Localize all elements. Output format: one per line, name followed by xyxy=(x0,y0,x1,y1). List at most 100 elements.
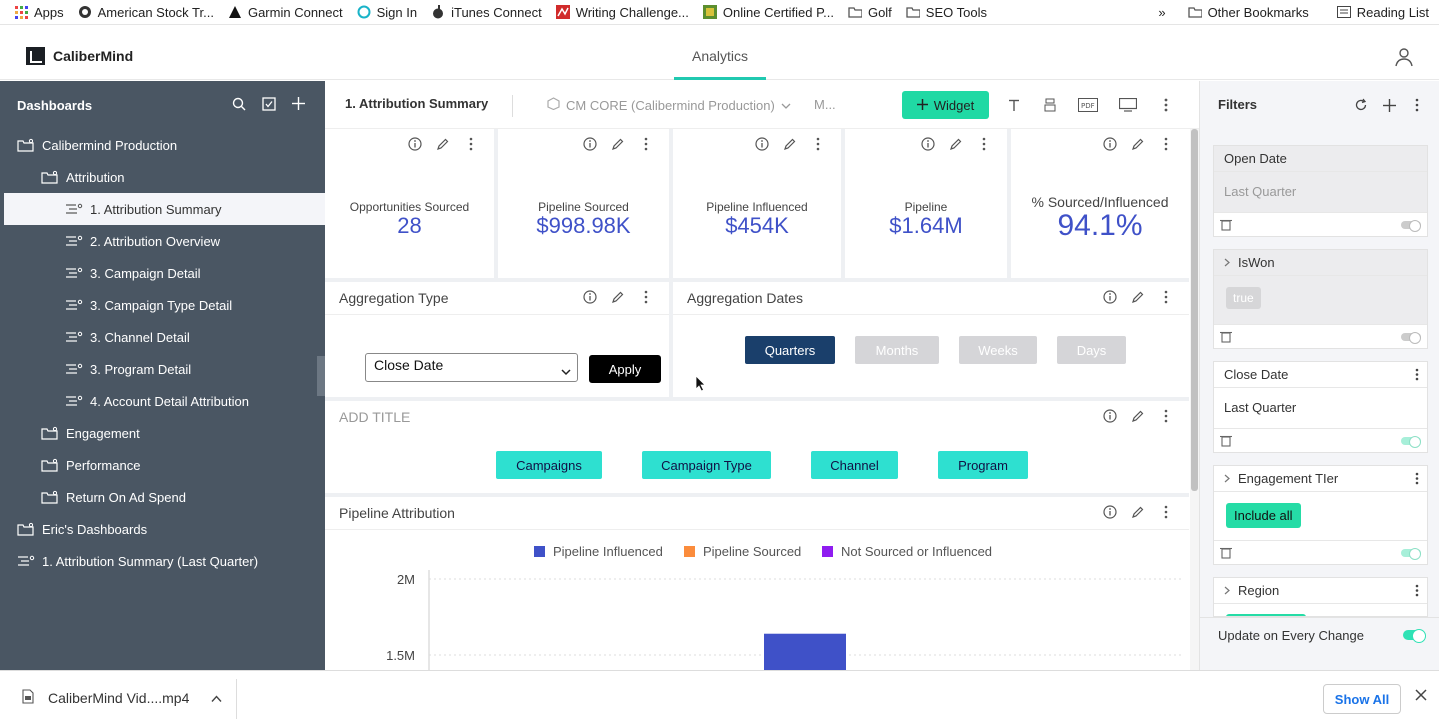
edit-pencil-icon[interactable] xyxy=(1131,137,1145,151)
edit-pencil-icon[interactable] xyxy=(949,137,963,151)
channel-button[interactable]: Channel xyxy=(811,451,898,479)
aggregation-type-select[interactable]: Close Date xyxy=(365,353,578,382)
calibermind-logo[interactable]: CaliberMind xyxy=(26,47,133,65)
apply-button[interactable]: Apply xyxy=(589,355,661,383)
chevron-right-icon[interactable] xyxy=(1224,583,1230,598)
edit-pencil-icon[interactable] xyxy=(1131,505,1145,519)
agg-months-button[interactable]: Months xyxy=(855,336,939,364)
legend-label[interactable]: Pipeline Influenced xyxy=(553,544,663,559)
filter-chip[interactable]: true xyxy=(1226,287,1261,309)
include-all-chip[interactable]: Include all xyxy=(1226,503,1301,528)
sidebar-item-engagement[interactable]: Engagement xyxy=(4,417,325,449)
reading-list[interactable]: Reading List xyxy=(1336,5,1429,20)
sidebar-item-return-on-ad-spend[interactable]: Return On Ad Spend xyxy=(4,481,325,513)
bookmark-american-stock[interactable]: American Stock Tr... xyxy=(78,5,214,20)
bookmark-apps[interactable]: Apps xyxy=(14,5,64,20)
sidebar-item-3-channel-detail[interactable]: 3. Channel Detail xyxy=(4,321,325,353)
database-selector[interactable]: CM CORE (Calibermind Production) xyxy=(547,97,791,113)
filter-value[interactable]: Last Quarter xyxy=(1214,172,1427,212)
bookmark-golf[interactable]: Golf xyxy=(848,5,892,20)
sidebar-item-2-attribution-overview[interactable]: 2. Attribution Overview xyxy=(4,225,325,257)
kebab-menu-icon[interactable] xyxy=(1159,505,1173,519)
kebab-menu-icon[interactable] xyxy=(977,137,991,151)
close-icon[interactable] xyxy=(1415,688,1427,706)
search-icon[interactable] xyxy=(232,97,246,114)
kebab-menu-icon[interactable] xyxy=(639,137,653,151)
info-icon[interactable] xyxy=(921,137,935,151)
agg-days-button[interactable]: Days xyxy=(1057,336,1126,364)
kebab-menu-icon[interactable] xyxy=(1415,472,1419,488)
scrollbar-thumb[interactable] xyxy=(1191,129,1198,491)
program-button[interactable]: Program xyxy=(938,451,1028,479)
kebab-menu-icon[interactable] xyxy=(639,290,653,304)
sidebar-item-4-account-detail-attribution[interactable]: 4. Account Detail Attribution xyxy=(4,385,325,417)
user-profile-icon[interactable] xyxy=(1394,47,1414,67)
add-filter-icon[interactable] xyxy=(1381,97,1397,113)
edit-pencil-icon[interactable] xyxy=(611,290,625,304)
campaigns-button[interactable]: Campaigns xyxy=(496,451,602,479)
sidebar-item-attribution[interactable]: Attribution xyxy=(4,161,325,193)
add-dashboard-icon[interactable] xyxy=(292,96,305,114)
bookmark-itunes[interactable]: iTunes Connect xyxy=(431,5,542,20)
bookmark-seo-tools[interactable]: SEO Tools xyxy=(906,5,987,20)
info-icon[interactable] xyxy=(1103,137,1117,151)
download-item[interactable]: CaliberMind Vid....mp4 xyxy=(22,689,222,707)
trash-icon[interactable] xyxy=(1220,218,1232,232)
sidebar-item-calibermind-production[interactable]: Calibermind Production xyxy=(4,129,325,161)
bookmark-other[interactable]: Other Bookmarks xyxy=(1187,5,1309,20)
kebab-menu-icon[interactable] xyxy=(1415,368,1419,384)
edit-pencil-icon[interactable] xyxy=(436,137,450,151)
kebab-menu-icon[interactable] xyxy=(1159,409,1173,423)
sidebar-item-eric-s-dashboards[interactable]: Eric's Dashboards xyxy=(4,513,325,545)
sidebar-item-3-campaign-detail[interactable]: 3. Campaign Detail xyxy=(4,257,325,289)
pdf-export-icon[interactable]: PDF xyxy=(1077,96,1099,114)
sidebar-resize-handle[interactable] xyxy=(317,356,325,396)
info-icon[interactable] xyxy=(408,137,422,151)
canvas-scrollbar[interactable] xyxy=(1190,129,1199,670)
text-tool-icon[interactable] xyxy=(1005,96,1023,114)
filters-menu-icon[interactable] xyxy=(1409,97,1425,113)
kebab-menu-icon[interactable] xyxy=(1415,584,1419,600)
sidebar-item-1-attribution-summary[interactable]: 1. Attribution Summary xyxy=(4,193,325,225)
edit-pencil-icon[interactable] xyxy=(611,137,625,151)
info-icon[interactable] xyxy=(583,137,597,151)
bookmark-online-certified[interactable]: Online Certified P... xyxy=(702,5,834,20)
filter-toggle[interactable] xyxy=(1401,220,1421,232)
agg-weeks-button[interactable]: Weeks xyxy=(959,336,1037,364)
legend-swatch[interactable] xyxy=(534,546,545,557)
edit-pencil-icon[interactable] xyxy=(783,137,797,151)
info-icon[interactable] xyxy=(583,290,597,304)
trash-icon[interactable] xyxy=(1220,434,1232,448)
info-icon[interactable] xyxy=(1103,505,1117,519)
info-icon[interactable] xyxy=(755,137,769,151)
bookmark-writing-challenge[interactable]: Writing Challenge... xyxy=(555,5,689,20)
legend-label[interactable]: Not Sourced or Influenced xyxy=(841,544,992,559)
agg-quarters-button[interactable]: Quarters xyxy=(745,336,835,364)
chevron-right-icon[interactable] xyxy=(1224,255,1230,270)
chevron-up-icon[interactable] xyxy=(211,690,222,706)
sidebar-item-3-campaign-type-detail[interactable]: 3. Campaign Type Detail xyxy=(4,289,325,321)
more-options-icon[interactable] xyxy=(1157,96,1175,114)
filter-value[interactable]: Last Quarter xyxy=(1224,400,1297,415)
model-selector[interactable]: M... xyxy=(814,97,836,112)
legend-swatch[interactable] xyxy=(684,546,695,557)
info-icon[interactable] xyxy=(1103,409,1117,423)
info-icon[interactable] xyxy=(1103,290,1117,304)
bookmark-garmin[interactable]: Garmin Connect xyxy=(228,5,343,20)
checklist-icon[interactable] xyxy=(262,96,276,114)
kebab-menu-icon[interactable] xyxy=(1159,290,1173,304)
sidebar-item-3-program-detail[interactable]: 3. Program Detail xyxy=(4,353,325,385)
region-chip[interactable] xyxy=(1226,614,1306,616)
chevron-right-icon[interactable] xyxy=(1224,471,1230,486)
kebab-menu-icon[interactable] xyxy=(464,137,478,151)
trash-icon[interactable] xyxy=(1220,546,1232,560)
edit-pencil-icon[interactable] xyxy=(1131,409,1145,423)
bookmark-sign-in[interactable]: Sign In xyxy=(357,5,417,20)
update-on-change-toggle[interactable] xyxy=(1403,629,1426,643)
sidebar-item-1-attribution-summary-last-quarter[interactable]: 1. Attribution Summary (Last Quarter) xyxy=(4,545,325,577)
filter-tool-icon[interactable] xyxy=(1041,96,1059,114)
sidebar-item-performance[interactable]: Performance xyxy=(4,449,325,481)
add-widget-button[interactable]: Widget xyxy=(902,91,989,119)
trash-icon[interactable] xyxy=(1220,330,1232,344)
campaign-type-button[interactable]: Campaign Type xyxy=(642,451,771,479)
